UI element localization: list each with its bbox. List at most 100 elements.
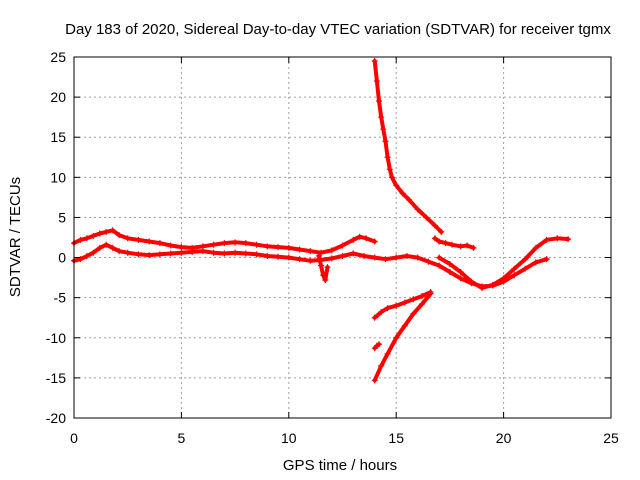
data-point (232, 239, 239, 246)
data-point (376, 98, 383, 105)
data-point (275, 244, 282, 251)
data-point (425, 258, 432, 265)
y-tick-label: -15 (46, 370, 66, 386)
data-point (146, 238, 153, 245)
data-point (285, 244, 292, 251)
data-point (103, 241, 110, 248)
data-point (457, 268, 464, 275)
data-point (275, 253, 282, 260)
x-tick-label: 25 (603, 430, 619, 446)
data-point (77, 236, 84, 243)
series-declining-arc (371, 58, 445, 235)
data-point (322, 277, 329, 284)
data-point (423, 214, 430, 221)
data-point (83, 252, 90, 259)
data-point (380, 126, 387, 133)
data-point (339, 252, 346, 259)
y-tick-label: -5 (54, 290, 67, 306)
data-point (124, 249, 131, 256)
data-point (296, 256, 303, 263)
series-negative-upper (371, 289, 434, 321)
data-point (543, 256, 550, 263)
data-point (522, 265, 529, 272)
data-point (146, 252, 153, 259)
data-point (296, 246, 303, 253)
data-point (393, 182, 400, 189)
y-tick-label: 0 (58, 250, 66, 266)
data-layer (71, 58, 572, 384)
data-point (103, 228, 110, 235)
data-point (135, 251, 142, 258)
data-point (328, 247, 335, 254)
data-point (378, 114, 385, 121)
data-point (511, 272, 518, 279)
data-point (116, 232, 123, 239)
data-point (167, 250, 174, 257)
series-mid-bump (431, 235, 477, 251)
series-line (372, 291, 433, 383)
data-point (264, 252, 271, 259)
data-point (565, 236, 572, 243)
data-point (318, 249, 325, 256)
data-point (350, 236, 357, 243)
data-point (371, 58, 378, 65)
data-point (178, 244, 185, 251)
series-spike-at-11.6 (315, 252, 331, 284)
data-point (427, 289, 434, 296)
ticks: 0 5 10 15 20 25 -20 -15 -10 -5 0 5 10 15 20 25 (46, 49, 619, 446)
data-point (232, 249, 239, 256)
series-line (372, 59, 444, 234)
data-point (210, 249, 217, 256)
data-point (350, 250, 357, 257)
data-point (532, 259, 539, 266)
x-tick-label: 0 (70, 430, 78, 446)
y-tick-label: -10 (46, 330, 66, 346)
data-point (378, 309, 385, 316)
data-point (436, 238, 443, 245)
data-point (242, 240, 249, 247)
data-point (410, 296, 417, 303)
data-point (479, 285, 486, 292)
data-point (436, 254, 443, 261)
data-point (109, 244, 116, 251)
x-tick-label: 15 (388, 430, 404, 446)
data-point (135, 236, 142, 243)
data-point (253, 251, 260, 258)
data-point (356, 233, 363, 240)
data-point (414, 254, 421, 261)
data-point (446, 268, 453, 275)
data-point (371, 238, 378, 245)
data-point (464, 242, 471, 249)
data-point (393, 334, 400, 341)
data-point (210, 241, 217, 248)
data-point (446, 260, 453, 267)
data-point (360, 252, 367, 259)
data-point (414, 206, 421, 213)
y-axis-label: SDTVAR / TECUs (7, 177, 24, 297)
y-tick-label: 20 (50, 89, 66, 105)
data-point (438, 228, 445, 235)
data-point (393, 254, 400, 261)
data-point (382, 256, 389, 263)
data-point (77, 256, 84, 263)
data-point (532, 244, 539, 251)
series-lower-band (71, 241, 550, 290)
x-tick-label: 20 (496, 430, 512, 446)
data-point (384, 305, 391, 312)
x-axis-label: GPS time / hours (283, 457, 397, 474)
data-point (431, 235, 438, 242)
data-point (90, 232, 97, 239)
data-point (339, 242, 346, 249)
x-tick-label: 10 (281, 430, 297, 446)
data-point (442, 240, 449, 247)
data-point (403, 252, 410, 259)
data-point (221, 250, 228, 257)
y-tick-label: -20 (46, 410, 66, 426)
data-point (156, 251, 163, 258)
data-point (363, 235, 370, 242)
y-tick-label: 10 (50, 169, 66, 185)
data-point (371, 377, 378, 384)
x-tick-label: 5 (178, 430, 186, 446)
